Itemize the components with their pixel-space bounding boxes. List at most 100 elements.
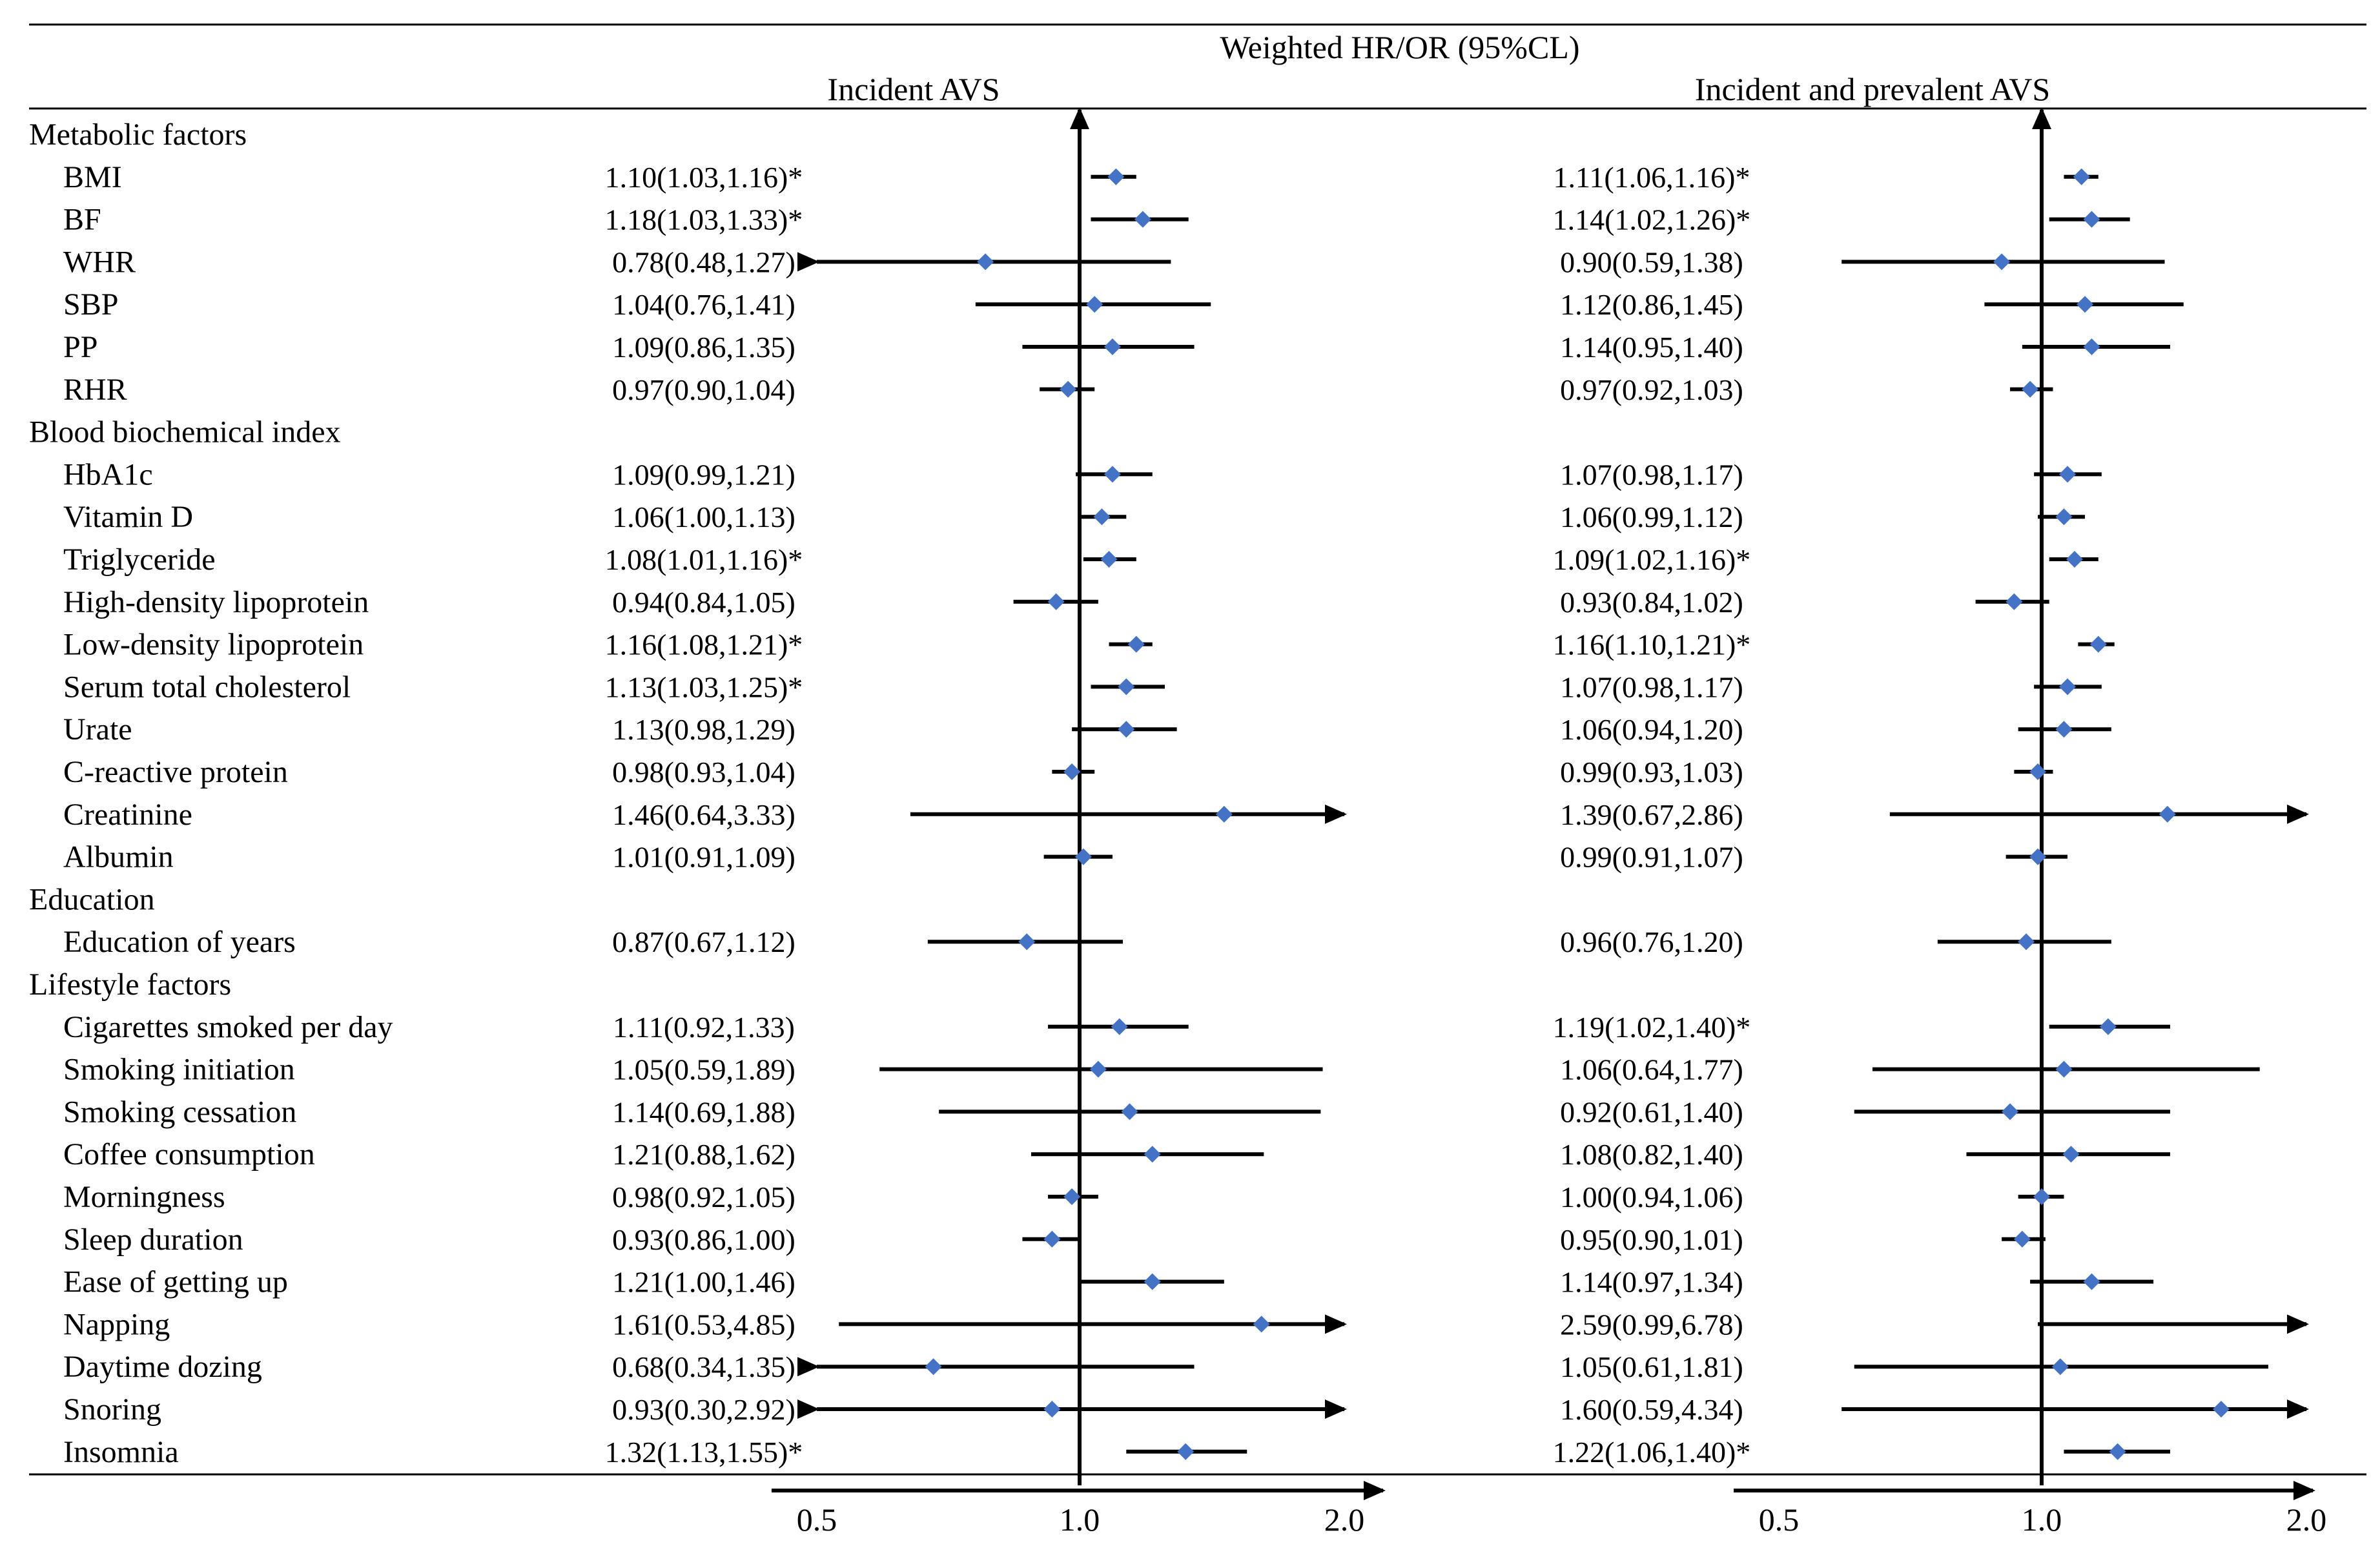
estimate-text: 1.11(1.06,1.16)*	[1554, 161, 1750, 194]
estimate-marker	[2062, 1146, 2080, 1163]
estimate-marker	[1144, 1273, 1161, 1290]
estimate-text: 1.21(1.00,1.46)	[612, 1266, 795, 1299]
row-label: Serum total cholesterol	[63, 670, 351, 704]
estimate-marker	[2055, 1060, 2073, 1078]
estimate-marker	[1215, 805, 1233, 823]
group-label: Lifestyle factors	[29, 967, 231, 1002]
estimate-marker	[1018, 933, 1036, 951]
row-label: Napping	[63, 1307, 170, 1341]
estimate-text: 1.05(0.61,1.81)	[1560, 1350, 1743, 1383]
row-label: Ease of getting up	[63, 1265, 288, 1299]
tick-label-1-2: 2.0	[2286, 1502, 2327, 1538]
estimate-marker	[2083, 338, 2100, 355]
estimate-marker	[2059, 678, 2077, 696]
estimate-marker	[1118, 678, 1135, 696]
row-label: Triglyceride	[63, 542, 216, 577]
estimate-text: 1.11(0.92,1.33)	[613, 1011, 795, 1044]
estimate-text: 1.09(1.02,1.16)*	[1553, 543, 1751, 576]
estimate-marker	[2213, 1401, 2230, 1418]
estimate-text: 0.96(0.76,1.20)	[1560, 925, 1743, 958]
estimate-text: 1.10(1.03,1.16)*	[605, 161, 803, 194]
row-label: Daytime dozing	[63, 1350, 262, 1384]
plot-area: 0.5 1.0 2.0 0.5 1.0 2.0	[772, 107, 2327, 1538]
estimate-marker	[1253, 1316, 1270, 1333]
estimate-text: 1.07(0.98,1.17)	[1560, 670, 1743, 703]
estimate-text: 0.97(0.92,1.03)	[1560, 373, 1743, 406]
estimate-text: 1.07(0.98,1.17)	[1560, 458, 1743, 491]
row-label: Morningness	[63, 1180, 225, 1214]
estimate-marker	[2013, 1230, 2031, 1248]
row-label: Cigarettes smoked per day	[63, 1010, 393, 1044]
estimate-marker	[1118, 721, 1135, 738]
panel-title-incident-prevalent: Incident and prevalent AVS	[1695, 71, 2050, 107]
row-label: Urate	[63, 712, 132, 747]
estimate-text: 0.78(0.48,1.27)	[612, 245, 795, 278]
estimate-marker	[1093, 508, 1111, 526]
estimate-text: 1.61(0.53,4.85)	[612, 1308, 795, 1341]
estimate-marker	[1043, 1401, 1061, 1418]
estimate-text: 0.92(0.61,1.40)	[1560, 1095, 1743, 1128]
estimate-text: 0.68(0.34,1.35)	[612, 1350, 795, 1383]
estimate-marker	[2109, 1443, 2126, 1460]
chart-title: Weighted HR/OR (95%CL)	[1220, 29, 1579, 65]
estimate-text: 1.05(0.59,1.89)	[612, 1053, 795, 1086]
group-label: Metabolic factors	[29, 118, 247, 152]
estimate-text: 0.97(0.90,1.04)	[612, 373, 795, 406]
row-label: High-density lipoprotein	[63, 585, 369, 619]
row-label: HbA1c	[63, 457, 153, 491]
estimate-text: 1.06(0.99,1.12)	[1560, 501, 1743, 533]
estimate-text: 1.06(1.00,1.13)	[612, 501, 795, 533]
estimate-text: 1.32(1.13,1.55)*	[605, 1436, 803, 1469]
estimate-marker	[2083, 1273, 2100, 1290]
estimate-text: 1.04(0.76,1.41)	[612, 288, 795, 321]
estimate-text: 1.60(0.59,4.34)	[1560, 1393, 1743, 1426]
estimate-marker	[1103, 466, 1121, 483]
estimate-text: 1.01(0.91,1.09)	[612, 841, 795, 874]
estimate-marker	[977, 253, 994, 271]
estimate-text: 1.14(0.69,1.88)	[612, 1095, 795, 1128]
row-label: Smoking cessation	[63, 1095, 296, 1129]
estimate-marker	[1993, 253, 2011, 271]
estimate-text: 1.13(1.03,1.25)*	[605, 670, 803, 703]
row-label: Snoring	[63, 1392, 161, 1427]
row-label: Education of years	[63, 925, 296, 959]
estimate-marker	[1177, 1443, 1195, 1460]
estimate-text: 0.87(0.67,1.12)	[612, 925, 795, 958]
estimate-text: 1.12(0.86,1.45)	[1560, 288, 1743, 321]
estimate-marker	[1111, 1018, 1128, 1035]
tick-label-0-0: 0.5	[797, 1502, 837, 1538]
estimate-marker	[1100, 551, 1118, 568]
row-label: SBP	[63, 287, 118, 322]
estimate-text: 0.93(0.30,2.92)	[612, 1393, 795, 1426]
estimate-text: 1.09(0.86,1.35)	[612, 331, 795, 364]
estimate-text: 1.06(0.64,1.77)	[1560, 1053, 1743, 1086]
estimate-text: 0.90(0.59,1.38)	[1560, 245, 1743, 278]
row-label: C-reactive protein	[63, 755, 288, 789]
estimate-marker	[1103, 338, 1121, 355]
estimate-marker	[2029, 848, 2047, 865]
group-label: Education	[29, 882, 155, 916]
estimate-marker	[2022, 380, 2039, 398]
estimate-marker	[1063, 1188, 1081, 1205]
estimate-marker	[2059, 466, 2077, 483]
estimate-marker	[1127, 635, 1145, 653]
estimate-text: 1.08(1.01,1.16)*	[605, 543, 803, 576]
estimate-marker	[1089, 1060, 1107, 1078]
row-label: RHR	[63, 373, 127, 407]
estimate-marker	[1060, 380, 1077, 398]
estimate-text: 1.16(1.08,1.21)*	[605, 628, 803, 661]
estimate-marker	[2099, 1018, 2117, 1035]
estimate-text: 0.98(0.93,1.04)	[612, 756, 795, 789]
panel-title-incident: Incident AVS	[827, 71, 1000, 107]
row-label: BF	[63, 203, 101, 237]
estimate-marker	[925, 1358, 942, 1376]
estimate-marker	[1074, 848, 1092, 865]
estimate-text: 1.21(0.88,1.62)	[612, 1138, 795, 1171]
estimate-marker	[2029, 763, 2047, 780]
estimate-marker	[1107, 168, 1125, 185]
row-label: PP	[63, 330, 97, 364]
row-label: WHR	[63, 245, 136, 279]
row-label: Smoking initiation	[63, 1053, 295, 1087]
estimate-text: 0.99(0.93,1.03)	[1560, 756, 1743, 789]
